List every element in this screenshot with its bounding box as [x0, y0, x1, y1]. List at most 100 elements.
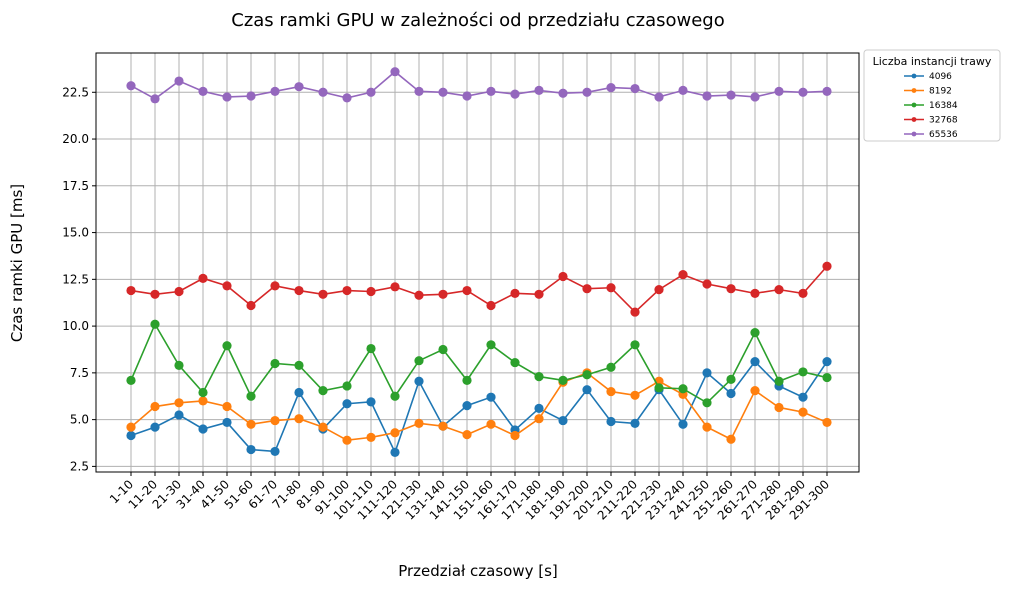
data-point: [582, 87, 592, 97]
data-point: [654, 92, 664, 102]
data-point: [438, 87, 448, 97]
data-point: [486, 300, 496, 311]
legend-label: 4096: [929, 72, 952, 82]
y-tick-label: 7.5: [70, 366, 89, 380]
data-point: [414, 418, 424, 428]
y-tick-label: 20.0: [62, 132, 89, 146]
data-point: [702, 91, 712, 101]
data-point: [510, 357, 520, 368]
legend-label: 16384: [929, 101, 958, 111]
data-point: [486, 392, 496, 402]
series-32768: [126, 261, 832, 317]
data-point: [702, 279, 712, 289]
data-point: [198, 273, 208, 283]
data-point: [222, 401, 232, 412]
data-point: [438, 289, 448, 299]
legend-item-65536: 65536: [904, 130, 958, 140]
data-point: [390, 391, 400, 401]
x-axis: 1-1011-2021-3031-4041-5051-6061-7071-808…: [107, 472, 832, 523]
legend-box: [863, 49, 1001, 142]
data-point: [294, 414, 304, 424]
data-point: [702, 422, 712, 432]
data-point: [198, 387, 208, 398]
data-point: [270, 446, 280, 457]
data-point: [558, 271, 568, 282]
data-point: [318, 422, 328, 432]
data-point: [750, 288, 760, 298]
data-point: [222, 417, 232, 428]
data-point: [606, 83, 616, 93]
data-point: [678, 85, 688, 96]
data-point: [510, 288, 520, 298]
data-point: [606, 362, 616, 372]
data-point: [510, 430, 520, 441]
data-point: [318, 289, 328, 299]
series-65536: [126, 67, 832, 104]
data-point: [246, 391, 256, 401]
data-point: [750, 92, 760, 102]
data-point: [246, 419, 256, 429]
data-point: [150, 289, 160, 299]
data-point: [414, 376, 424, 386]
data-point: [558, 88, 568, 98]
legend-swatch-marker: [911, 88, 917, 93]
data-point: [774, 285, 784, 295]
data-point: [438, 421, 448, 431]
series-line: [130, 265, 828, 314]
data-point: [126, 422, 136, 432]
data-point: [270, 415, 280, 426]
data-point: [390, 282, 400, 292]
data-point: [822, 86, 832, 96]
data-point: [726, 434, 736, 444]
data-point: [294, 360, 304, 370]
y-tick-label: 22.5: [62, 85, 89, 99]
y-tick-label: 15.0: [62, 226, 89, 240]
data-point: [294, 387, 304, 398]
data-point: [534, 85, 544, 96]
data-point: [678, 384, 688, 394]
data-point: [654, 383, 664, 393]
data-point: [174, 286, 184, 297]
data-point: [342, 285, 352, 296]
data-point: [366, 397, 376, 407]
data-point: [294, 82, 304, 92]
series-16384: [126, 319, 832, 408]
data-point: [438, 344, 448, 355]
data-point: [606, 283, 616, 293]
data-point: [390, 447, 400, 457]
legend-swatch-marker: [911, 117, 917, 122]
data-point: [534, 403, 544, 414]
legend-item-16384: 16384: [904, 101, 958, 111]
legend-label: 65536: [929, 130, 958, 140]
data-point: [798, 87, 808, 97]
data-point: [486, 419, 496, 429]
data-point: [126, 375, 136, 385]
data-point: [798, 288, 808, 298]
data-point: [726, 284, 736, 294]
data-point: [630, 390, 640, 400]
data-point: [366, 343, 376, 354]
legend-swatch-marker: [911, 131, 917, 137]
data-point: [582, 284, 592, 294]
series-layer: [126, 67, 832, 457]
data-point: [150, 422, 160, 432]
data-point: [342, 399, 352, 409]
data-point: [582, 370, 592, 380]
legend-title: Liczba instancji trawy: [873, 55, 992, 68]
legend: Liczba instancji trawy 4096 8192 16384 3276…: [863, 49, 1001, 142]
data-point: [390, 428, 400, 438]
legend-item-8192: 8192: [904, 87, 952, 97]
data-point: [534, 289, 544, 299]
y-tick-label: 5.0: [70, 413, 89, 427]
data-point: [150, 319, 160, 329]
data-point: [126, 285, 136, 296]
data-point: [630, 83, 640, 94]
data-point: [174, 398, 184, 408]
y-axis-label: Czas ramki GPU [ms]: [8, 184, 26, 342]
data-point: [798, 367, 808, 377]
data-point: [726, 374, 736, 385]
data-point: [294, 285, 304, 296]
data-point: [198, 396, 208, 406]
data-point: [798, 407, 808, 417]
data-point: [822, 417, 832, 428]
